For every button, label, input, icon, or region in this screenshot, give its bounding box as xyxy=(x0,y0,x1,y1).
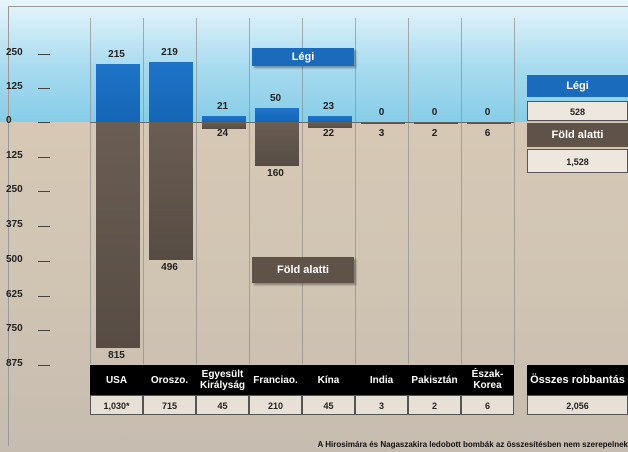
value-label-underground: 496 xyxy=(161,261,178,273)
y-tick-mark xyxy=(38,191,50,193)
bar-underground xyxy=(202,122,246,129)
y-tick-mark xyxy=(38,88,50,89)
country-total: 715 xyxy=(143,395,196,415)
country-label: Észak-Korea xyxy=(471,369,504,391)
column-separator xyxy=(302,18,303,364)
country-total: 45 xyxy=(302,395,355,415)
country-total: 1,030* xyxy=(90,395,143,415)
y-tick-mark xyxy=(38,260,50,262)
value-label-air: 219 xyxy=(161,47,178,59)
y-tick-mark xyxy=(38,226,50,228)
column-separator xyxy=(355,18,356,364)
legend-underground: Föld alatti xyxy=(252,257,354,283)
column-separator xyxy=(461,18,462,364)
summary-air-label: Légi xyxy=(527,75,628,97)
country-label: Kína xyxy=(317,374,340,386)
bar-underground xyxy=(96,122,140,349)
column-separator xyxy=(249,18,250,364)
bar-underground xyxy=(255,122,299,167)
summary-total-label: Összes robbantás xyxy=(527,365,628,395)
column-separator xyxy=(408,18,409,364)
country-strip xyxy=(90,365,514,395)
chart-frame-left xyxy=(8,6,9,446)
y-tick-label: 125 xyxy=(6,81,23,92)
y-tick-label: 875 xyxy=(6,358,23,369)
country-total: 2 xyxy=(408,395,461,415)
bar-air xyxy=(149,62,193,122)
country-label: India xyxy=(369,374,394,386)
value-label-air: 0 xyxy=(484,107,491,118)
y-tick-label: 500 xyxy=(6,253,23,265)
bar-air xyxy=(96,63,140,122)
country-label: Egyesült Királyság xyxy=(199,369,246,391)
y-tick-label: 250 xyxy=(6,47,23,58)
y-tick-mark xyxy=(38,54,50,55)
y-tick-mark xyxy=(38,330,50,332)
country-total: 6 xyxy=(461,395,514,415)
y-tick-label: 750 xyxy=(6,323,23,335)
country-total: 3 xyxy=(355,395,408,415)
country-total: 210 xyxy=(249,395,302,415)
y-tick-label: 375 xyxy=(6,219,23,231)
bar-underground xyxy=(467,122,511,124)
summary-under-label: Föld alatti xyxy=(527,123,628,147)
value-label-air: 0 xyxy=(378,107,385,118)
country-label: Pakisztán xyxy=(411,374,458,386)
summary-total-value: 2,056 xyxy=(527,395,628,415)
chart-frame-top xyxy=(8,6,628,7)
value-label-underground: 6 xyxy=(484,128,491,139)
y-tick-label: 0 xyxy=(6,115,12,126)
y-tick-mark xyxy=(38,295,50,297)
value-label-air: 50 xyxy=(269,93,282,105)
bar-underground xyxy=(361,122,405,124)
bar-air xyxy=(255,108,299,122)
zero-baseline xyxy=(90,122,514,123)
country-label: USA xyxy=(105,374,128,386)
value-label-underground: 815 xyxy=(108,350,125,362)
country-label: Franciao. xyxy=(253,374,298,386)
y-tick-mark xyxy=(38,156,50,158)
summary-under-value: 1,528 xyxy=(527,149,628,173)
column-separator xyxy=(514,18,515,364)
column-separator xyxy=(90,18,91,364)
bar-underground xyxy=(414,122,458,124)
value-label-underground: 24 xyxy=(216,128,229,139)
value-label-air: 0 xyxy=(431,107,438,118)
value-label-underground: 160 xyxy=(267,168,284,180)
legend-air: Légi xyxy=(252,48,354,66)
value-label-air: 21 xyxy=(216,101,229,113)
value-label-air: 215 xyxy=(108,48,125,60)
summary-air-value: 528 xyxy=(527,101,628,121)
y-tick-label: 625 xyxy=(6,288,23,300)
country-total: 45 xyxy=(196,395,249,415)
column-separator xyxy=(143,18,144,364)
column-separator xyxy=(196,18,197,364)
value-label-underground: 22 xyxy=(322,128,335,139)
y-tick-label: 125 xyxy=(6,149,23,161)
y-tick-label: 250 xyxy=(6,184,23,196)
bar-air xyxy=(202,116,246,122)
y-tick-mark xyxy=(38,365,50,366)
bar-underground xyxy=(308,122,352,129)
value-label-underground: 3 xyxy=(378,128,385,139)
value-label-air: 23 xyxy=(322,100,335,112)
bar-air xyxy=(308,115,352,122)
y-tick-mark xyxy=(38,122,50,123)
footnote: A Hirosimára és Nagaszakira ledobott bom… xyxy=(317,440,628,449)
country-label: Oroszo. xyxy=(150,374,189,386)
value-label-underground: 2 xyxy=(431,128,438,139)
bar-underground xyxy=(149,122,193,260)
